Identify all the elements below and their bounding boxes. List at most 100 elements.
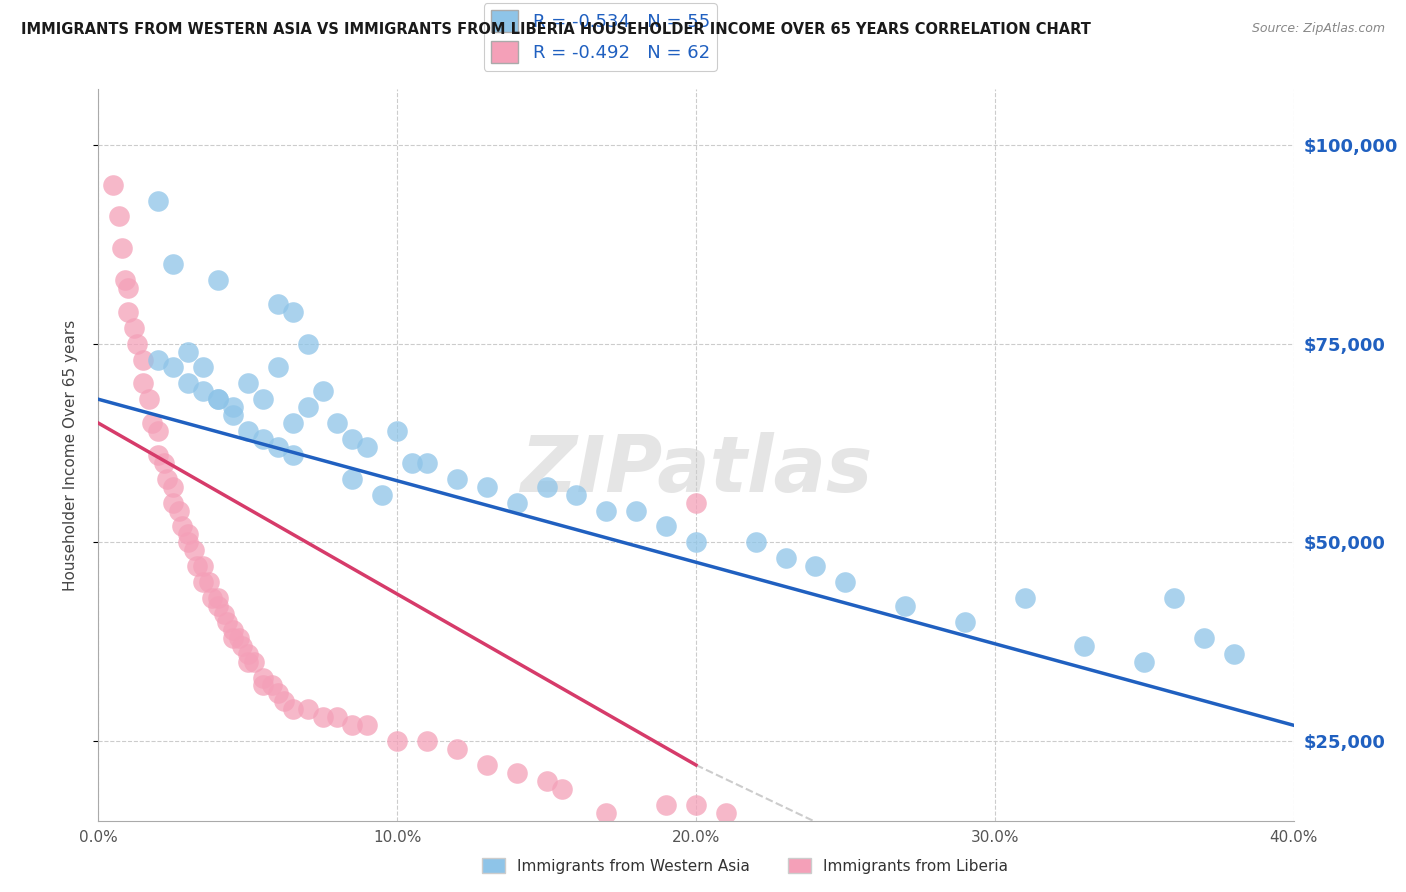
- Point: [506, 766, 529, 780]
- Point: [356, 440, 378, 454]
- Point: [114, 273, 136, 287]
- Text: IMMIGRANTS FROM WESTERN ASIA VS IMMIGRANTS FROM LIBERIA HOUSEHOLDER INCOME OVER : IMMIGRANTS FROM WESTERN ASIA VS IMMIGRAN…: [21, 22, 1091, 37]
- Point: [685, 535, 707, 549]
- Point: [326, 710, 349, 724]
- Point: [385, 734, 409, 748]
- Point: [685, 797, 707, 812]
- Point: [148, 448, 170, 462]
- Point: [342, 472, 364, 486]
- Point: [506, 495, 529, 509]
- Point: [297, 336, 319, 351]
- Point: [222, 401, 245, 415]
- Point: [207, 591, 229, 605]
- Point: [267, 297, 290, 311]
- Point: [685, 495, 707, 509]
- Point: [894, 599, 917, 613]
- Point: [260, 678, 283, 692]
- Point: [183, 543, 205, 558]
- Point: [416, 734, 439, 748]
- Point: [177, 527, 200, 541]
- Point: [626, 503, 648, 517]
- Point: [281, 305, 304, 319]
- Point: [326, 416, 349, 430]
- Point: [138, 392, 160, 407]
- Point: [148, 194, 170, 208]
- Point: [416, 456, 439, 470]
- Point: [401, 456, 423, 470]
- Point: [1223, 647, 1246, 661]
- Point: [172, 519, 194, 533]
- Point: [191, 360, 214, 375]
- Point: [1163, 591, 1185, 605]
- Point: [834, 575, 856, 590]
- Point: [198, 575, 221, 590]
- Point: [252, 392, 274, 407]
- Point: [311, 710, 333, 724]
- Point: [745, 535, 768, 549]
- Point: [281, 448, 304, 462]
- Point: [371, 488, 394, 502]
- Point: [177, 376, 200, 391]
- Point: [475, 480, 498, 494]
- Point: [342, 432, 364, 446]
- Y-axis label: Householder Income Over 65 years: Householder Income Over 65 years: [63, 319, 77, 591]
- Point: [595, 503, 617, 517]
- Point: [207, 392, 229, 407]
- Point: [177, 344, 200, 359]
- Point: [297, 702, 319, 716]
- Point: [207, 273, 229, 287]
- Point: [281, 416, 304, 430]
- Point: [1192, 631, 1215, 645]
- Point: [243, 655, 266, 669]
- Point: [191, 559, 214, 574]
- Point: [162, 480, 184, 494]
- Point: [117, 305, 139, 319]
- Point: [212, 607, 235, 621]
- Point: [1073, 639, 1095, 653]
- Point: [215, 615, 238, 629]
- Legend: Immigrants from Western Asia, Immigrants from Liberia: Immigrants from Western Asia, Immigrants…: [475, 852, 1015, 880]
- Point: [311, 384, 333, 399]
- Point: [953, 615, 976, 629]
- Point: [148, 424, 170, 438]
- Point: [655, 519, 678, 533]
- Point: [132, 352, 155, 367]
- Point: [297, 401, 319, 415]
- Point: [132, 376, 155, 391]
- Point: [550, 781, 572, 796]
- Point: [207, 599, 229, 613]
- Point: [236, 424, 259, 438]
- Point: [236, 655, 259, 669]
- Point: [342, 718, 364, 732]
- Point: [103, 178, 125, 192]
- Point: [153, 456, 176, 470]
- Point: [252, 432, 274, 446]
- Point: [207, 392, 229, 407]
- Point: [111, 241, 134, 255]
- Point: [177, 535, 200, 549]
- Point: [148, 352, 170, 367]
- Point: [356, 718, 378, 732]
- Point: [475, 758, 498, 772]
- Point: [162, 360, 184, 375]
- Point: [536, 773, 558, 788]
- Point: [252, 671, 274, 685]
- Point: [167, 503, 190, 517]
- Point: [191, 575, 214, 590]
- Text: ZIPatlas: ZIPatlas: [520, 432, 872, 508]
- Point: [446, 742, 468, 756]
- Point: [124, 320, 146, 334]
- Point: [236, 376, 259, 391]
- Point: [655, 797, 678, 812]
- Point: [267, 440, 290, 454]
- Point: [281, 702, 304, 716]
- Point: [141, 416, 163, 430]
- Point: [273, 694, 295, 708]
- Point: [536, 480, 558, 494]
- Point: [191, 384, 214, 399]
- Point: [595, 805, 617, 820]
- Point: [222, 623, 245, 637]
- Point: [222, 408, 245, 422]
- Point: [252, 678, 274, 692]
- Point: [162, 495, 184, 509]
